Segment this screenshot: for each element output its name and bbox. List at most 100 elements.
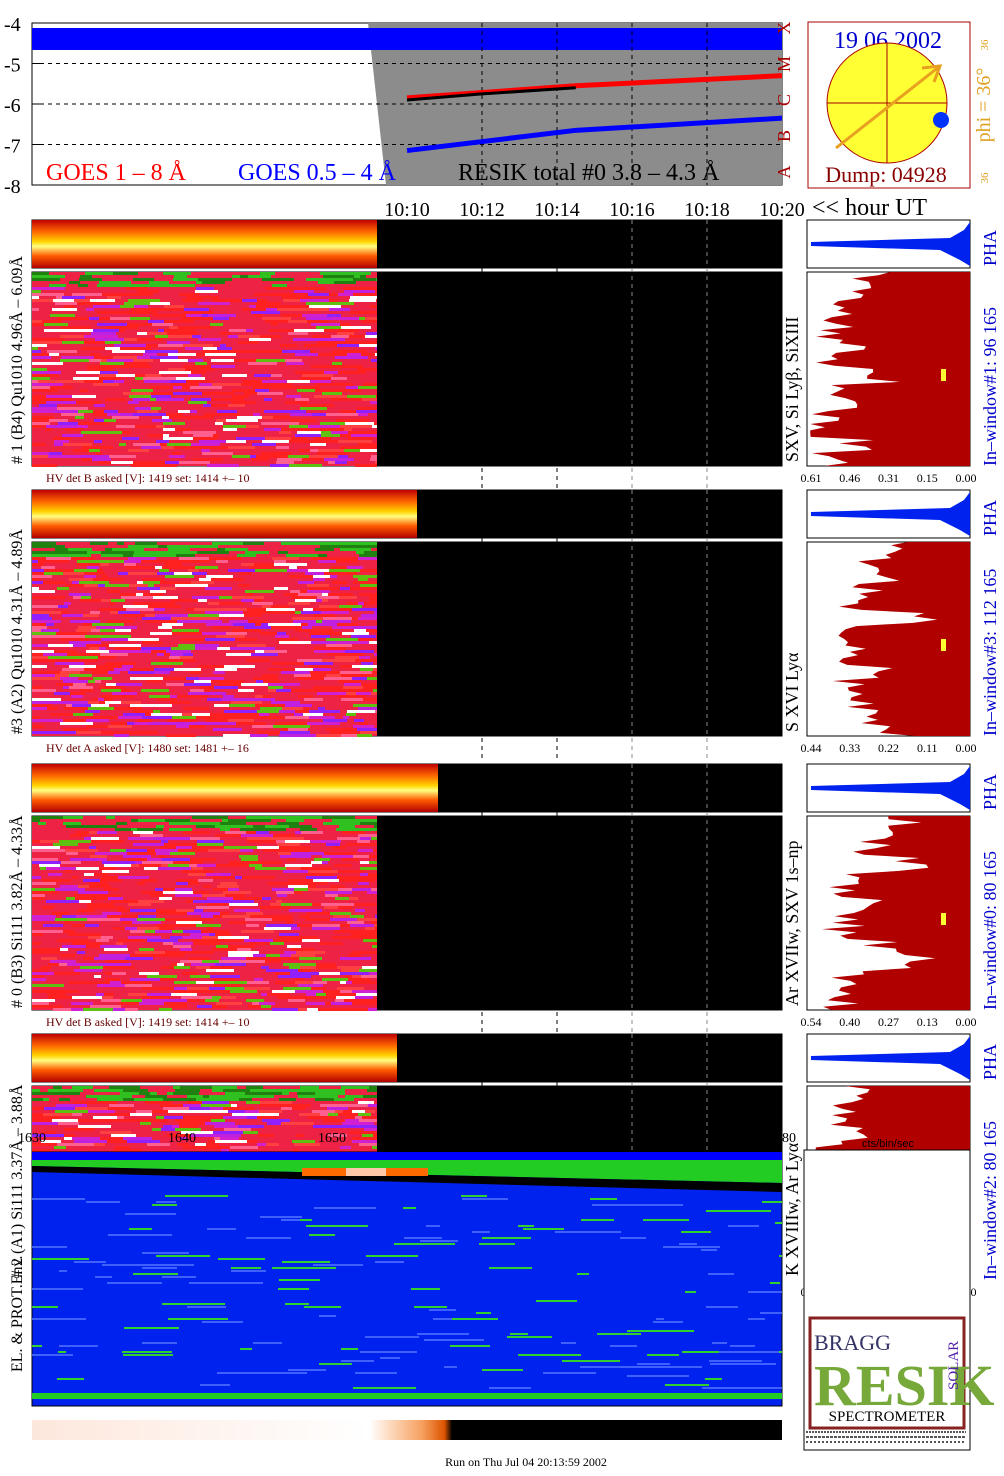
spectrum-pixel: [239, 1098, 252, 1101]
legend-resik: RESIK total #0 3.8 – 4.3 Å: [458, 160, 720, 186]
spectrum-pixel: [72, 1113, 82, 1116]
spectrum-pixel: [138, 819, 165, 822]
spectrum-pixel: [172, 629, 199, 632]
spectrum-pixel: [141, 879, 157, 882]
spectrum-pixel: [304, 936, 318, 939]
env-streak: [394, 1243, 455, 1245]
spectrum-pixel: [334, 1098, 354, 1101]
spectrum-pixel: [345, 1119, 359, 1122]
spectrum-pixel: [256, 680, 263, 683]
spectrum-pixel: [202, 452, 233, 455]
spectrum-pixel: [294, 888, 308, 891]
spectrum-pixel: [172, 716, 196, 719]
spectrum-pixel: [192, 335, 201, 338]
spectrum-pixel: [107, 620, 123, 623]
spectrum-pixel: [375, 353, 377, 356]
spectrum-pixel: [41, 966, 51, 969]
spectrum-pixel: [99, 281, 131, 284]
spectrum-pixel: [241, 834, 273, 837]
spectrum-pixel: [359, 593, 377, 596]
spectrum-pixel: [279, 431, 291, 434]
spectrum-pixel: [164, 1002, 187, 1005]
profile-tick-label: 0.40: [839, 1015, 860, 1029]
spectrum-pixel: [328, 1134, 347, 1137]
spectrum-pixel: [125, 957, 153, 960]
spectrum-pixel: [165, 575, 194, 578]
profile-tick-label: 0.22: [878, 741, 899, 755]
spectrum-pixel: [156, 909, 176, 912]
spectrum-pixel: [229, 861, 258, 864]
spectrum-pixel: [210, 966, 232, 969]
spectrum-pixel: [263, 680, 280, 683]
spectrum-pixel: [276, 461, 294, 464]
spectrum-pixel: [109, 1104, 134, 1107]
spectrum-pixel: [166, 683, 184, 686]
spectrum-pixel: [309, 587, 328, 590]
spectrum-pixel: [326, 1095, 338, 1098]
spectrum-pixel: [295, 831, 301, 834]
spectrum-pixel: [62, 945, 86, 948]
spectrum-pixel: [290, 972, 319, 975]
spectrum-pixel: [43, 1113, 72, 1116]
spectrum-pixel: [352, 626, 377, 629]
spectrum-pixel: [116, 425, 135, 428]
spectrum-pixel: [359, 1143, 377, 1146]
spectrum-pixel: [98, 858, 107, 861]
spectrum-pixel: [202, 281, 213, 284]
spectrum-pixel: [32, 422, 50, 425]
spectrum-pixel: [99, 963, 131, 966]
spectrum-pixel: [32, 407, 57, 410]
spectrum-pixel: [359, 656, 370, 659]
spectrum-pixel: [187, 999, 198, 1002]
spectrum-pixel: [256, 455, 266, 458]
spectrum-pixel: [375, 927, 377, 930]
spectrum-pixel: [351, 434, 360, 437]
spectrum-pixel: [244, 1125, 264, 1128]
spectrum-pixel: [172, 452, 181, 455]
spectrum-pixel: [156, 425, 165, 428]
env-streak: [462, 1198, 508, 1200]
spectrum-pixel: [180, 1086, 212, 1089]
spectrum-pixel: [126, 849, 147, 852]
spectrum-pixel: [356, 410, 377, 413]
spectrum-pixel: [176, 921, 202, 924]
spectrum-pixel: [292, 1140, 315, 1143]
spectrum-pixel: [295, 710, 309, 713]
spectrum-pixel: [141, 689, 169, 692]
spectrum-pixel: [248, 620, 267, 623]
spectrum-pixel: [32, 1089, 40, 1092]
spectrum-pixel: [153, 596, 178, 599]
spectrum-pixel: [255, 659, 270, 662]
spectrum-pixel: [60, 359, 89, 362]
spectrum-pixel: [78, 410, 93, 413]
env-streak: [555, 1231, 621, 1233]
spectrum-pixel: [204, 617, 219, 620]
spectrum-pixel: [335, 356, 368, 359]
spectrum-pixel: [325, 281, 334, 284]
spectrum-pixel: [323, 617, 352, 620]
spectrum-pixel: [157, 572, 174, 575]
spectrum-pixel: [119, 443, 126, 446]
spectrum-pixel: [356, 551, 364, 554]
spectrum-pixel: [224, 665, 255, 668]
env-streak: [288, 1369, 326, 1371]
spectrum-pixel: [56, 1104, 77, 1107]
spectrum-pixel: [214, 1125, 238, 1128]
spectrum-pixel: [350, 924, 374, 927]
spectrum-pixel: [149, 722, 168, 725]
spectrum-pixel: [101, 554, 123, 557]
spectrum-pixel: [348, 978, 358, 981]
spectrum-pixel: [104, 888, 119, 891]
spectrum-pixel: [312, 924, 340, 927]
spectrum-pixel: [32, 1098, 43, 1101]
spectrum-pixel: [277, 936, 304, 939]
spectrum-pixel: [357, 918, 377, 921]
spectrum-pixel: [239, 572, 252, 575]
spectrum-pixel: [198, 849, 208, 852]
spectrum-pixel: [154, 308, 184, 311]
spectrum-pixel: [61, 326, 91, 329]
spectrum-pixel: [60, 671, 80, 674]
spectrum-pixel: [361, 353, 375, 356]
spectrum-pixel: [152, 464, 171, 467]
